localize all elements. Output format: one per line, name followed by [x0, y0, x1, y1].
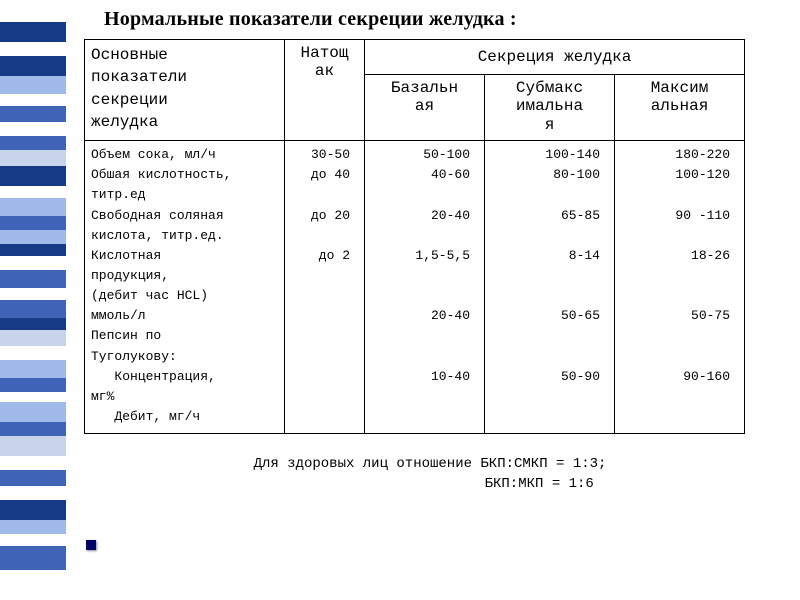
stripe-band: [0, 346, 66, 360]
stripe-band: [0, 456, 66, 470]
col-header-fasting: Натощ ак: [285, 40, 365, 141]
col-header-submax: Субмакс имальна я: [485, 75, 615, 141]
cell-max: 180-220 100-120 90 -110 18-26 50-75 90-1…: [615, 141, 745, 434]
stripe-band: [0, 166, 66, 186]
stripe-band: [0, 392, 66, 402]
stripe-band: [0, 42, 66, 56]
stripe-band: [0, 378, 66, 392]
bullet-icon: [86, 540, 96, 550]
col-header-basal: Базальн ая: [365, 75, 485, 141]
col-header-max: Максим альная: [615, 75, 745, 141]
stripe-band: [0, 520, 66, 534]
stripe-band: [0, 500, 66, 520]
stripe-band: [0, 76, 66, 94]
stripe-band: [0, 22, 66, 42]
stripe-band: [0, 216, 66, 230]
content-area: Нормальные показатели секреции желудка :…: [84, 8, 776, 495]
data-row: Объем сока, мл/ч Обшая кислотность, титр…: [85, 141, 745, 434]
stripe-band: [0, 270, 66, 288]
stripe-band: [0, 244, 66, 256]
stripe-band: [0, 486, 66, 500]
stripe-band: [0, 422, 66, 436]
stripe-band: [0, 534, 66, 546]
col-header-group: Секреция желудка: [365, 40, 745, 75]
stripe-band: [0, 402, 66, 422]
col-header-params: Основные показатели секреции желудка: [85, 40, 285, 141]
stripe-band: [0, 186, 66, 198]
stripe-band: [0, 300, 66, 318]
stripe-band: [0, 318, 66, 330]
side-stripe: [0, 0, 66, 600]
stripe-band: [0, 330, 66, 346]
cell-fasting: 30-50 до 40 до 20 до 2: [285, 141, 365, 434]
stripe-band: [0, 150, 66, 166]
stripe-band: [0, 436, 66, 456]
stripe-band: [0, 256, 66, 270]
stripe-band: [0, 546, 66, 570]
stripe-band: [0, 94, 66, 106]
stripe-band: [0, 198, 66, 216]
stripe-band: [0, 136, 66, 150]
stripe-band: [0, 56, 66, 76]
page-title: Нормальные показатели секреции желудка :: [104, 8, 776, 31]
cell-basal: 50-100 40-60 20-40 1,5-5,5 20-40 10-40: [365, 141, 485, 434]
stripe-band: [0, 230, 66, 244]
header-row-1: Основные показатели секреции желудка Нат…: [85, 40, 745, 75]
cell-params: Объем сока, мл/ч Обшая кислотность, титр…: [85, 141, 285, 434]
stripe-band: [0, 470, 66, 486]
stripe-band: [0, 288, 66, 300]
stripe-band: [0, 122, 66, 136]
cell-submax: 100-140 80-100 65-85 8-14 50-65 50-90: [485, 141, 615, 434]
stripe-band: [0, 360, 66, 378]
secretion-table: Основные показатели секреции желудка Нат…: [84, 39, 745, 434]
stripe-band: [0, 106, 66, 122]
footer-note: Для здоровых лиц отношение БКП:СМКП = 1:…: [84, 454, 776, 495]
slide: Нормальные показатели секреции желудка :…: [0, 0, 800, 600]
stripe-band: [0, 0, 66, 22]
